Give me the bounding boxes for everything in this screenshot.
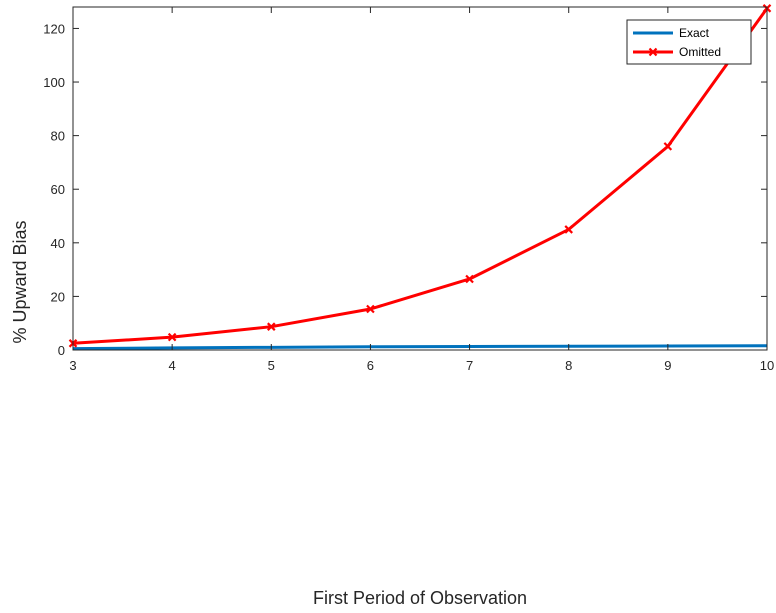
series-line-omitted — [72, 7, 769, 345]
data-point-omitted — [465, 274, 474, 284]
y-tick-label: 60 — [51, 182, 65, 197]
data-point-omitted — [167, 332, 177, 342]
marker-stroke — [663, 142, 673, 151]
x-tick-label: 6 — [367, 358, 374, 373]
y-tick-label: 20 — [51, 289, 65, 304]
y-tick-label: 40 — [51, 236, 65, 251]
x-tick-label: 4 — [169, 358, 176, 373]
series-line-exact — [72, 344, 768, 351]
y-axis-label: % Upward Bias — [10, 220, 30, 343]
y-tick-label: 0 — [58, 343, 65, 358]
x-axis-label: First Period of Observation — [313, 588, 527, 608]
x-tick-label: 7 — [466, 358, 473, 373]
data-point-omitted — [564, 225, 573, 234]
y-tick-label: 100 — [43, 75, 65, 90]
legend-item-omitted: Omitted — [633, 45, 721, 59]
series-layer — [68, 4, 772, 351]
legend-label: Exact — [679, 26, 710, 40]
x-tick-label: 9 — [664, 358, 671, 373]
data-point-omitted — [267, 322, 276, 331]
x-tick-label: 10 — [760, 358, 774, 373]
marker-stroke — [564, 225, 573, 234]
x-tick-label: 5 — [268, 358, 275, 373]
axes-layer — [72, 6, 768, 351]
legend-box — [626, 19, 752, 65]
y-tick-label: 80 — [51, 129, 65, 144]
marker-stroke — [465, 274, 474, 284]
axes-box — [72, 6, 768, 351]
x-tick-label: 8 — [565, 358, 572, 373]
data-point-omitted — [663, 142, 673, 151]
marker-stroke — [167, 332, 177, 342]
data-point-omitted — [366, 304, 375, 314]
legend-item-exact: Exact — [633, 26, 710, 40]
legend-marker-stroke — [648, 47, 658, 57]
legend-label: Omitted — [679, 45, 721, 59]
marker-stroke — [366, 304, 375, 314]
marker-stroke — [267, 322, 276, 331]
y-tick-label: 120 — [43, 21, 65, 36]
legend: Exact Omitted — [626, 19, 752, 65]
x-tick-label: 3 — [69, 358, 76, 373]
